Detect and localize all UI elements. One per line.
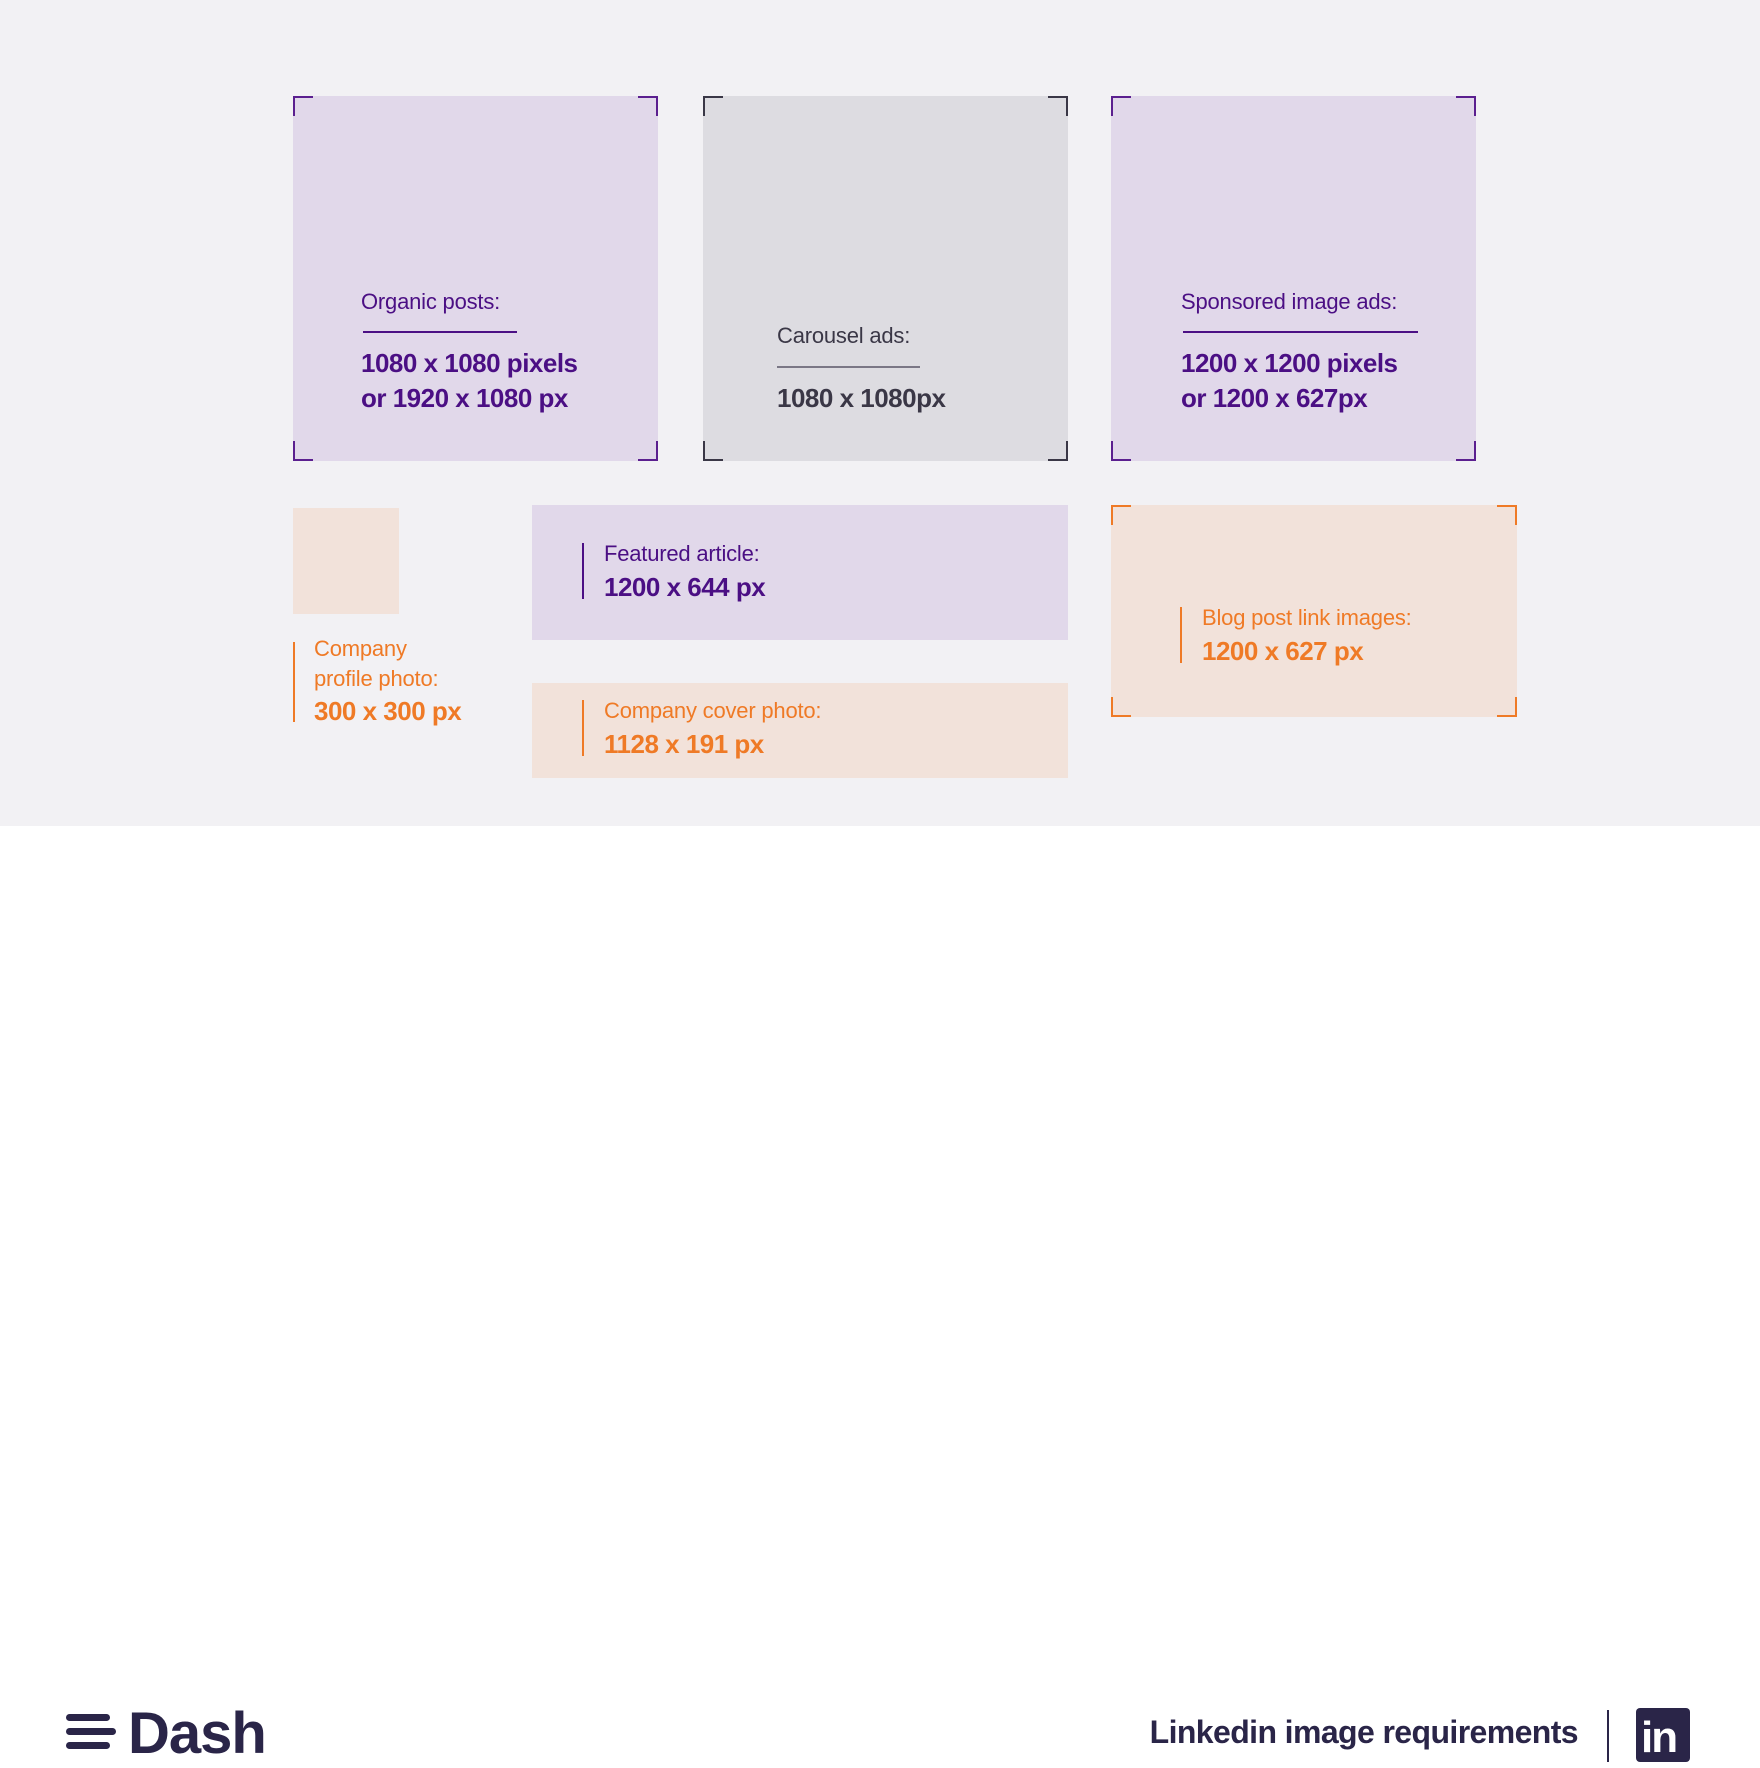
corner-mark <box>1111 697 1131 717</box>
organic-posts-underline <box>363 331 517 333</box>
carousel-ads-card: Carousel ads: 1080 x 1080px <box>703 96 1068 461</box>
footer-divider <box>1607 1710 1609 1762</box>
footer-bar: Dash Linkedin image requirements in <box>0 826 1760 1766</box>
featured-article-accent-line <box>582 543 584 599</box>
corner-mark <box>1111 96 1131 116</box>
blog-post-card: Blog post link images: 1200 x 627 px <box>1111 505 1517 717</box>
corner-mark <box>293 441 313 461</box>
organic-posts-title: Organic posts: <box>361 289 501 314</box>
organic-posts-card: Organic posts: 1080 x 1080 pixels or 192… <box>293 96 658 461</box>
corner-mark <box>1497 697 1517 717</box>
cover-photo-card: Company cover photo: 1128 x 191 px <box>532 683 1068 778</box>
cover-photo-accent-line <box>582 700 584 756</box>
corner-mark <box>1048 96 1068 116</box>
sponsored-ads-title: Sponsored image ads: <box>1181 289 1398 314</box>
linkedin-icon: in <box>1636 1708 1690 1762</box>
sponsored-ads-underline <box>1183 331 1418 333</box>
blog-post-title: Blog post link images: <box>1202 605 1412 630</box>
corner-mark <box>293 96 313 116</box>
corner-mark <box>638 441 658 461</box>
corner-mark <box>638 96 658 116</box>
corner-mark <box>703 441 723 461</box>
profile-photo-title-1: Company <box>314 636 407 661</box>
featured-article-card: Featured article: 1200 x 644 px <box>532 505 1068 640</box>
corner-mark <box>1111 441 1131 461</box>
dash-logo-icon <box>66 1714 116 1756</box>
corner-mark <box>1048 441 1068 461</box>
blog-post-accent-line <box>1180 607 1182 663</box>
corner-mark <box>1456 441 1476 461</box>
cover-photo-size: 1128 x 191 px <box>604 729 764 759</box>
cover-photo-title: Company cover photo: <box>604 698 822 723</box>
sponsored-ads-card: Sponsored image ads: 1200 x 1200 pixels … <box>1111 96 1476 461</box>
blog-post-size: 1200 x 627 px <box>1202 636 1364 666</box>
featured-article-size: 1200 x 644 px <box>604 572 766 602</box>
corner-mark <box>1497 505 1517 525</box>
corner-mark <box>703 96 723 116</box>
brand-name: Dash <box>128 1701 267 1766</box>
profile-photo-swatch <box>293 508 399 614</box>
featured-article-title: Featured article: <box>604 541 760 566</box>
corner-mark <box>1456 96 1476 116</box>
carousel-ads-title: Carousel ads: <box>777 323 911 348</box>
page-title: Linkedin image requirements <box>1149 1714 1579 1750</box>
profile-photo-accent-line <box>293 642 295 722</box>
organic-posts-size-2: or 1920 x 1080 px <box>361 383 568 413</box>
linkedin-logo-text: in <box>1641 1713 1678 1762</box>
sponsored-ads-size-1: 1200 x 1200 pixels <box>1181 348 1398 378</box>
carousel-ads-underline <box>777 366 920 368</box>
sponsored-ads-size-2: or 1200 x 627px <box>1181 383 1368 413</box>
profile-photo-size: 300 x 300 px <box>314 696 462 726</box>
diagram-canvas: Organic posts: 1080 x 1080 pixels or 192… <box>0 0 1760 826</box>
organic-posts-size-1: 1080 x 1080 pixels <box>361 348 578 378</box>
corner-mark <box>1111 505 1131 525</box>
carousel-ads-size: 1080 x 1080px <box>777 383 946 413</box>
profile-photo-title-2: profile photo: <box>314 666 439 691</box>
